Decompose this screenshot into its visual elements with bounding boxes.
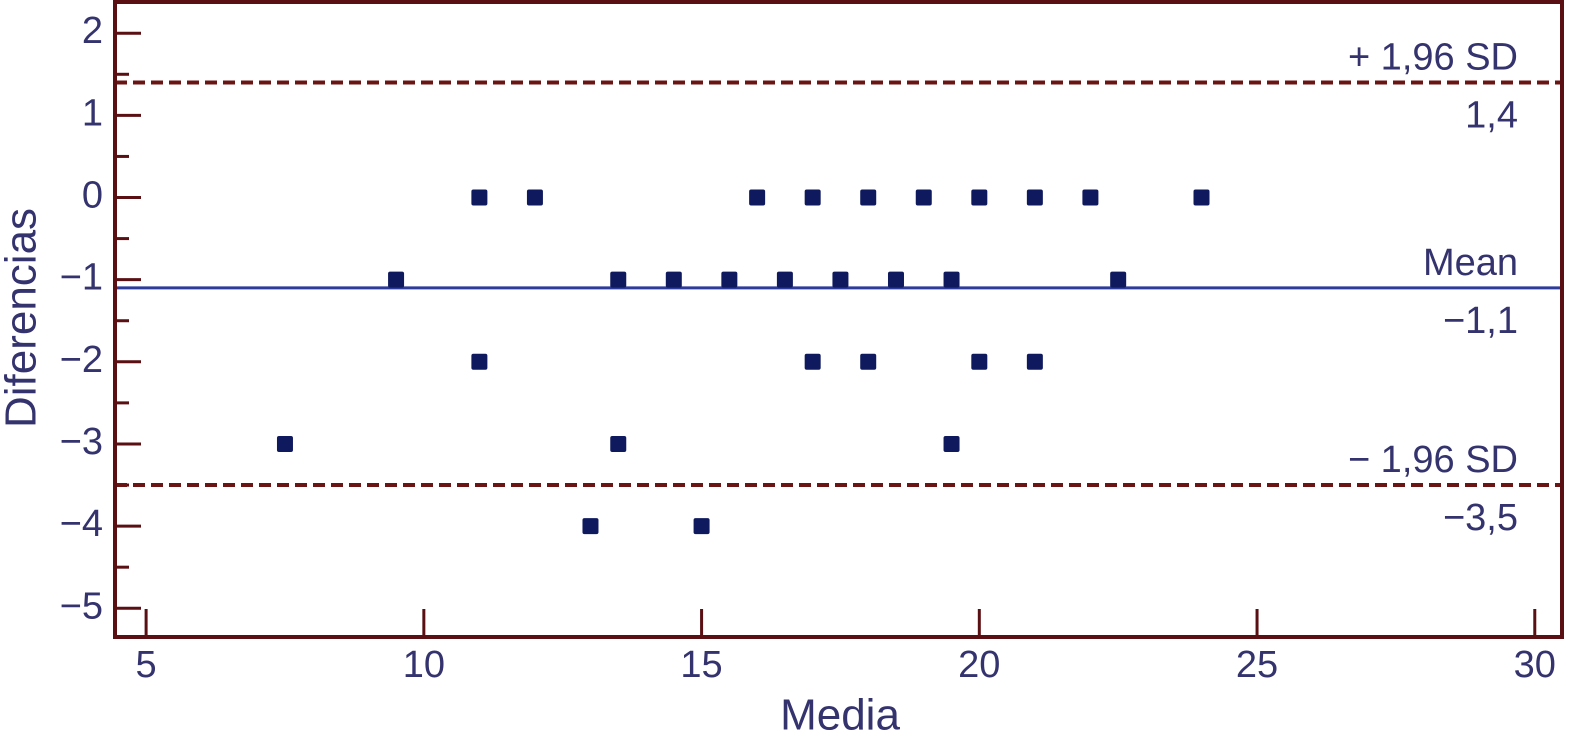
reference-line-value-label: 1,4 [1465,95,1518,137]
y-tick-label: −3 [60,421,103,463]
reference-line-name: − 1,96 SD [1348,439,1518,481]
x-tick-label: 15 [680,644,722,686]
point [943,271,960,288]
point [971,189,988,206]
point [471,353,488,370]
y-tick-label: −1 [60,257,103,299]
x-tick-label: 10 [403,644,445,686]
point [471,189,488,206]
y-tick-label: −5 [60,585,103,627]
x-tick-label: 30 [1514,644,1556,686]
point [776,271,793,288]
point [1082,189,1099,206]
point [1193,189,1210,206]
point [276,435,293,452]
point [832,271,849,288]
point [582,518,599,535]
point [721,271,738,288]
point [971,353,988,370]
reference-line-value-label: −1,1 [1443,300,1518,342]
point [1110,271,1127,288]
y-tick-label: 2 [82,10,103,52]
point [860,189,877,206]
point [860,353,877,370]
y-tick-label: −4 [60,503,103,545]
plot-frame [113,0,1564,639]
x-tick-label: 20 [958,644,1000,686]
reference-line-value-label: −3,5 [1443,497,1518,539]
y-tick-label: −2 [60,339,103,381]
point [1026,353,1043,370]
point [693,518,710,535]
point [610,271,627,288]
x-tick-label: 25 [1236,644,1278,686]
point [804,189,821,206]
y-tick-label: 0 [82,175,103,217]
point [388,271,405,288]
y-axis-label: Diferencias [0,208,46,428]
x-tick-label: 5 [136,644,157,686]
point [610,435,627,452]
point [526,189,543,206]
reference-line-name: + 1,96 SD [1348,37,1518,79]
point [749,189,766,206]
point [665,271,682,288]
point [915,189,932,206]
point [1026,189,1043,206]
point [804,353,821,370]
point [887,271,904,288]
x-axis-label: Media [780,691,900,740]
y-tick-label: 1 [82,92,103,134]
reference-line-name: Mean [1423,242,1518,284]
point [943,435,960,452]
